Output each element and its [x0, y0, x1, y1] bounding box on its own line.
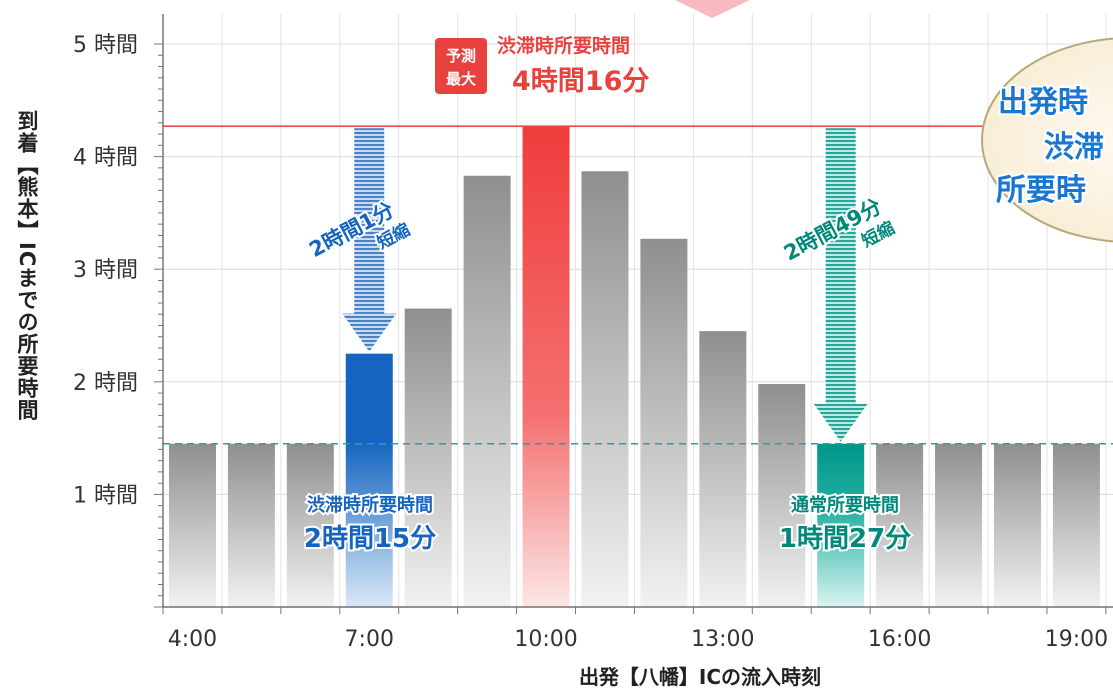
teal-reduction-arrow: [813, 128, 868, 442]
bar-6-00: [286, 443, 334, 607]
bar-19-00: [1052, 443, 1100, 607]
bubble-line-1: 出発時: [998, 85, 1088, 120]
peak-title: 渋滞時所要時間: [497, 34, 630, 57]
y-tick-5: 5 時間: [73, 33, 138, 58]
x-tick-4-00: 4:00: [168, 627, 217, 652]
bar-10-00: [522, 126, 570, 607]
y-tick-1: 1 時間: [73, 483, 138, 508]
bar-4-00: [168, 443, 216, 607]
peak-value: 4時間16分: [512, 66, 649, 97]
bar-18-00: [993, 443, 1041, 607]
x-tick-13-00: 13:00: [691, 627, 754, 652]
x-tick-16-00: 16:00: [868, 627, 931, 652]
bubble-line-2: 渋滞: [1044, 130, 1104, 165]
y-axis-label: 到着【熊本】ICまでの所要時間: [15, 110, 39, 422]
y-tick-3: 3 時間: [73, 258, 138, 283]
blue-reduction-arrow: [342, 128, 397, 352]
bar-5-00: [227, 443, 275, 607]
y-tick-2: 2 時間: [73, 371, 138, 396]
teal-reduction-arrow-shaft: [825, 128, 856, 404]
bars: [168, 126, 1100, 607]
bar-8-00: [404, 308, 452, 607]
bar-11-00: [581, 171, 629, 607]
bar-14-00: [758, 384, 806, 607]
blue-reduction-arrow-shaft: [354, 128, 385, 314]
teal-value: 1時間27分: [779, 524, 911, 554]
blue-title: 渋滞時所要時間: [307, 494, 433, 516]
blue-value: 2時間15分: [304, 524, 436, 554]
x-tick-10-00: 10:00: [514, 627, 577, 652]
x-tick-7-00: 7:00: [345, 627, 394, 652]
axes: [154, 14, 1113, 614]
x-tick-19-00: 19:00: [1045, 627, 1108, 652]
bubble-line-3: 所要時: [996, 173, 1086, 208]
callout-bubble: [981, 37, 1113, 243]
bar-13-00: [699, 331, 747, 607]
grid: [162, 14, 1113, 607]
peak-badge: [435, 38, 487, 94]
bar-16-00: [876, 443, 924, 607]
reduction-arrows: [342, 128, 868, 442]
bar-15-00: [817, 443, 865, 607]
teal-reduction-arrow-head: [813, 403, 868, 442]
x-axis-label: 出発【八幡】ICの流入時刻: [579, 665, 821, 689]
bar-7-00: [345, 353, 393, 607]
bar-9-00: [463, 175, 511, 607]
y-tick-4: 4 時間: [73, 146, 138, 171]
teal-title: 通常所要時間: [791, 494, 899, 516]
reference-lines: [163, 125, 1113, 445]
peak-badge-text-1: 予測: [446, 47, 476, 65]
peak-badge-text-2: 最大: [446, 70, 476, 88]
blue-reduction-arrow-head: [342, 313, 397, 352]
bar-17-00: [935, 443, 983, 607]
bar-12-00: [640, 238, 688, 607]
top-pointer-triangle: [675, 0, 750, 18]
